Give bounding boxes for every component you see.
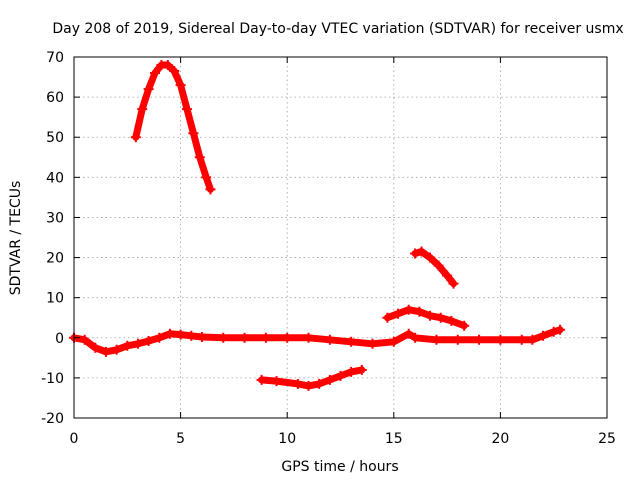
series-0 bbox=[69, 324, 566, 357]
data-point-marker bbox=[548, 326, 559, 337]
data-point-marker bbox=[474, 334, 485, 345]
data-point-marker bbox=[303, 332, 314, 343]
data-point-marker bbox=[239, 332, 250, 343]
y-tick-label: -10 bbox=[41, 371, 64, 387]
x-tick-label: 25 bbox=[598, 431, 616, 447]
data-point-marker bbox=[324, 374, 335, 385]
data-point-marker bbox=[122, 340, 133, 351]
data-point-marker bbox=[143, 84, 154, 95]
grid-lines bbox=[74, 57, 607, 418]
data-point-marker bbox=[303, 380, 314, 391]
data-point-marker bbox=[448, 278, 459, 289]
series-1 bbox=[130, 60, 216, 195]
data-point-marker bbox=[433, 260, 444, 271]
data-point-marker bbox=[100, 346, 111, 357]
data-point-marker bbox=[410, 332, 421, 343]
y-tick-label: 10 bbox=[46, 291, 64, 307]
data-point-marker bbox=[111, 344, 122, 355]
x-tick-label: 20 bbox=[491, 431, 509, 447]
y-tick-label: 40 bbox=[46, 170, 64, 186]
data-point-marker bbox=[452, 334, 463, 345]
data-point-marker bbox=[393, 308, 404, 319]
data-point-marker bbox=[130, 132, 141, 143]
data-point-marker bbox=[335, 370, 346, 381]
data-point-marker bbox=[186, 330, 197, 341]
data-point-marker bbox=[446, 315, 457, 326]
y-axis-label: SDTVAR / TECUs bbox=[8, 181, 24, 296]
data-point-marker bbox=[425, 252, 436, 263]
y-tick-label: 30 bbox=[46, 210, 64, 226]
x-tick-label: 10 bbox=[278, 431, 296, 447]
data-point-marker bbox=[367, 338, 378, 349]
data-point-marker bbox=[416, 246, 427, 257]
data-point-marker bbox=[346, 366, 357, 377]
data-series bbox=[69, 60, 566, 391]
data-point-marker bbox=[271, 376, 282, 387]
data-point-marker bbox=[143, 335, 154, 346]
data-point-marker bbox=[201, 172, 212, 183]
data-point-marker bbox=[516, 334, 527, 345]
data-point-marker bbox=[175, 80, 186, 91]
data-point-marker bbox=[194, 152, 205, 163]
x-tick-label: 5 bbox=[176, 431, 185, 447]
series-line bbox=[132, 61, 214, 193]
data-point-marker bbox=[425, 310, 436, 321]
data-point-marker bbox=[538, 330, 549, 341]
data-point-marker bbox=[181, 104, 192, 115]
data-point-marker bbox=[459, 320, 470, 331]
data-point-marker bbox=[79, 334, 90, 345]
y-tick-label: 20 bbox=[46, 251, 64, 267]
data-point-marker bbox=[162, 60, 173, 71]
plot-frame bbox=[73, 56, 608, 419]
series-3 bbox=[382, 304, 470, 331]
series-4 bbox=[410, 246, 459, 289]
data-point-marker bbox=[256, 374, 267, 385]
data-point-marker bbox=[495, 334, 506, 345]
y-tick-label: 0 bbox=[55, 331, 64, 347]
data-point-marker bbox=[150, 68, 161, 79]
data-point-marker bbox=[403, 328, 414, 339]
x-tick-labels: 0 5 10 15 20 25 bbox=[70, 431, 616, 447]
data-point-marker bbox=[431, 334, 442, 345]
axis-ticks bbox=[73, 56, 608, 419]
data-point-marker bbox=[218, 332, 229, 343]
data-point-marker bbox=[154, 332, 165, 343]
y-tick-label: 50 bbox=[46, 130, 64, 146]
y-tick-label: 60 bbox=[46, 90, 64, 106]
data-point-marker bbox=[260, 332, 271, 343]
data-point-marker bbox=[555, 324, 566, 335]
data-point-marker bbox=[435, 312, 446, 323]
data-point-marker bbox=[356, 364, 367, 375]
data-point-marker bbox=[132, 338, 143, 349]
data-point-marker bbox=[196, 331, 207, 342]
x-axis-label: GPS time / hours bbox=[281, 459, 398, 475]
y-tick-label: -20 bbox=[41, 411, 64, 427]
data-point-marker bbox=[175, 329, 186, 340]
data-point-marker bbox=[314, 378, 325, 389]
data-point-marker bbox=[414, 306, 425, 317]
data-point-marker bbox=[324, 334, 335, 345]
data-point-marker bbox=[205, 184, 216, 195]
data-point-marker bbox=[346, 336, 357, 347]
data-point-marker bbox=[382, 312, 393, 323]
data-point-marker bbox=[403, 304, 414, 315]
data-point-marker bbox=[388, 336, 399, 347]
data-point-marker bbox=[164, 328, 175, 339]
series-2 bbox=[256, 364, 367, 391]
data-point-marker bbox=[188, 128, 199, 139]
x-tick-label: 0 bbox=[70, 431, 79, 447]
y-tick-label: 70 bbox=[46, 50, 64, 66]
data-point-marker bbox=[292, 378, 303, 389]
data-point-marker bbox=[442, 270, 453, 281]
x-tick-label: 15 bbox=[385, 431, 403, 447]
data-point-marker bbox=[282, 332, 293, 343]
data-point-marker bbox=[90, 342, 101, 353]
y-tick-labels: -20 -10 0 10 20 30 40 50 60 70 bbox=[41, 50, 64, 427]
data-point-marker bbox=[137, 104, 148, 115]
data-point-marker bbox=[410, 248, 421, 259]
data-point-marker bbox=[527, 334, 538, 345]
data-point-marker bbox=[169, 66, 180, 77]
chart-title: Day 208 of 2019, Sidereal Day-to-day VTE… bbox=[52, 21, 623, 37]
